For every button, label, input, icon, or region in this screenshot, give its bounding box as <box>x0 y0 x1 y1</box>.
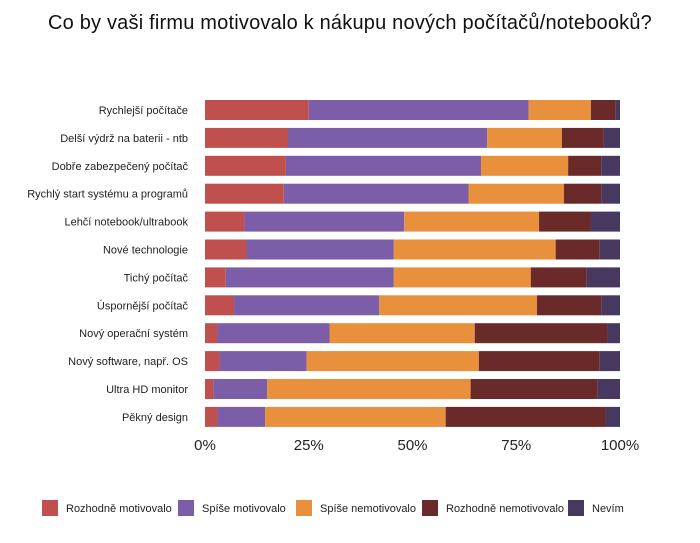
bar-segment <box>205 406 218 427</box>
bar-segment <box>487 127 562 148</box>
bar-segment <box>393 267 531 288</box>
bar-segment <box>478 351 600 372</box>
category-labels: Rychlejší počítače Delší výdrž na baterii… <box>27 105 188 424</box>
bar-segment <box>205 379 214 399</box>
legend-label: Rozhodně motivovalo <box>66 503 172 515</box>
bar-segment <box>599 239 620 260</box>
bar-segment <box>605 406 620 427</box>
bar-segment <box>530 267 587 288</box>
bar-segment <box>568 155 602 176</box>
bar-segment <box>537 295 602 316</box>
bar-segment <box>601 295 620 316</box>
bar-segment <box>528 100 591 120</box>
legend-label: Spíše motivovalo <box>202 503 286 515</box>
bar-segment <box>308 100 529 120</box>
bar-segment <box>234 295 380 316</box>
bar-segment <box>597 379 620 399</box>
legend-label: Nevím <box>592 503 624 515</box>
bar-segment <box>288 127 488 148</box>
bar-segment <box>445 406 606 427</box>
category-label: Rychlý start systému a programů <box>27 189 188 201</box>
bar-segment <box>205 100 309 120</box>
bar-segment <box>539 211 591 232</box>
bars-layer <box>205 100 620 427</box>
category-label: Ultra HD monitor <box>106 384 188 396</box>
bar-segment <box>205 211 245 232</box>
bar-segment <box>205 183 284 204</box>
x-tick-label: 50% <box>397 437 427 454</box>
bar-segment <box>283 183 469 204</box>
bar-segment <box>285 155 481 176</box>
bar-segment <box>480 155 569 176</box>
legend-swatch <box>422 500 438 516</box>
category-label: Dobře zabezpečený počítač <box>52 161 189 173</box>
bar-segment <box>615 100 620 120</box>
bar-segment <box>590 100 616 120</box>
x-tick-label: 0% <box>194 437 216 454</box>
bar-segment <box>474 323 608 344</box>
bar-segment <box>468 183 564 204</box>
bar-segment <box>205 127 288 148</box>
bar-segment <box>607 323 620 344</box>
category-label: Nové technologie <box>103 245 188 257</box>
bar-segment <box>267 379 471 399</box>
category-label: Nový software, např. OS <box>68 356 188 368</box>
legend-swatch <box>568 500 584 516</box>
bar-segment <box>601 183 620 204</box>
bar-segment <box>586 267 620 288</box>
bar-segment <box>379 295 537 316</box>
bar-segment <box>601 155 620 176</box>
bar-segment <box>470 379 598 399</box>
bar-segment <box>404 211 540 232</box>
bar-segment <box>225 267 394 288</box>
bar-segment <box>217 323 330 344</box>
bar-segment <box>213 379 268 399</box>
bar-segment <box>265 406 446 427</box>
legend: Rozhodně motivovalo Spíše motivovalo Spíše… <box>42 500 624 516</box>
bar-segment <box>205 239 247 260</box>
bar-segment <box>603 127 620 148</box>
category-label: Nový operační systém <box>79 328 188 340</box>
bar-segment <box>393 239 556 260</box>
bar-segment <box>306 351 479 372</box>
bar-segment <box>219 351 307 372</box>
bar-segment <box>246 239 394 260</box>
bar-segment <box>205 323 218 344</box>
x-tick-label: 75% <box>501 437 531 454</box>
bar-segment <box>205 295 235 316</box>
bar-segment <box>205 351 220 372</box>
legend-label: Spíše nemotivovalo <box>320 503 416 515</box>
category-label: Úspornější počítač <box>97 299 189 312</box>
bar-segment <box>599 351 620 372</box>
legend-label: Rozhodně nemotivovalo <box>446 503 564 515</box>
bar-segment <box>244 211 405 232</box>
category-label: Tichý počítač <box>124 272 189 284</box>
bar-segment <box>205 155 286 176</box>
bar-segment <box>555 239 600 260</box>
legend-swatch <box>296 500 312 516</box>
bar-segment <box>563 183 602 204</box>
bar-segment <box>590 211 620 232</box>
bar-segment <box>205 267 226 288</box>
legend-swatch <box>178 500 194 516</box>
bar-segment <box>329 323 475 344</box>
x-axis-tick-labels: 0% 25% 50% 75% 100% <box>194 437 639 454</box>
x-tick-label: 25% <box>294 437 324 454</box>
category-label: Rychlejší počítače <box>99 105 188 117</box>
category-label: Lehčí notebook/ultrabook <box>64 217 188 229</box>
bar-segment <box>217 406 266 427</box>
category-label: Delší výdrž na baterii - ntb <box>60 133 188 145</box>
x-tick-label: 100% <box>601 437 639 454</box>
bar-segment <box>561 127 604 148</box>
chart-title: Co by vaši firmu motivovalo k nákupu nov… <box>47 12 653 34</box>
legend-swatch <box>42 500 58 516</box>
category-label: Pěkný design <box>122 412 188 424</box>
